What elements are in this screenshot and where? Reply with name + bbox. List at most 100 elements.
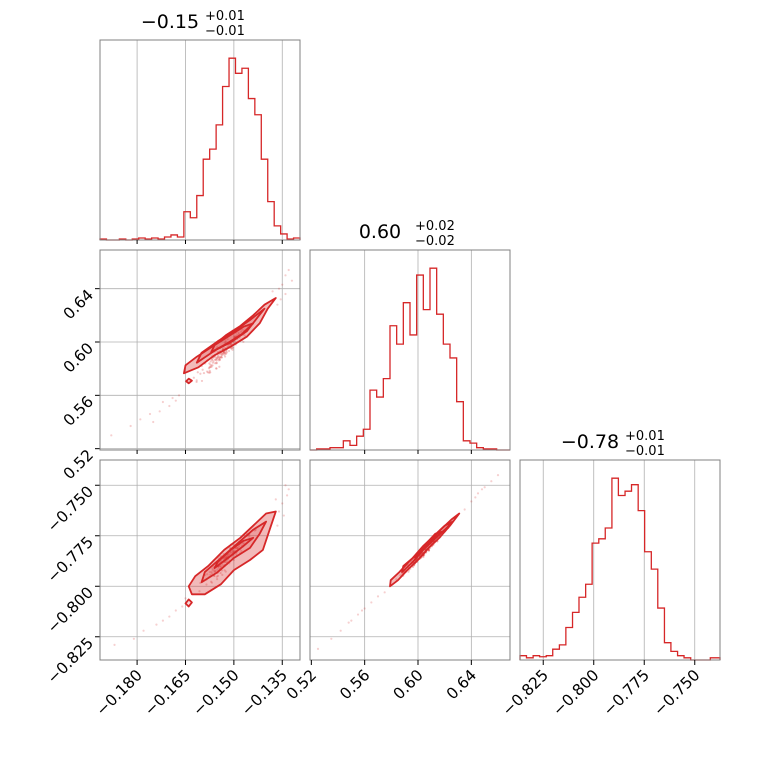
- sample-point: [208, 362, 211, 365]
- sample-point: [139, 418, 142, 421]
- sample-point: [168, 615, 171, 618]
- histogram-bin: [261, 159, 267, 240]
- sample-point: [231, 550, 234, 553]
- sample-point: [214, 569, 217, 573]
- sample-point: [243, 334, 246, 337]
- sample-point: [210, 581, 214, 584]
- sample-point: [196, 371, 199, 374]
- sample-point: [234, 335, 237, 338]
- histogram-bin: [553, 649, 560, 660]
- sample-point: [224, 350, 228, 353]
- sample-point: [287, 488, 290, 491]
- sample-point: [210, 364, 213, 367]
- sample-point: [350, 619, 353, 622]
- histogram-bin: [242, 68, 248, 240]
- y-tick-label: −0.750: [44, 483, 97, 536]
- histogram-bin: [357, 436, 364, 450]
- sample-point: [206, 371, 210, 374]
- histogram-step: [310, 267, 510, 451]
- sample-point: [218, 358, 222, 362]
- histogram-bin: [457, 402, 464, 450]
- sample-point: [210, 572, 214, 575]
- sample-point: [235, 553, 238, 556]
- sample-point: [158, 410, 161, 413]
- sample-point: [276, 524, 279, 527]
- sample-point: [161, 400, 165, 404]
- sample-point: [227, 553, 230, 556]
- histogram-bin: [410, 335, 417, 450]
- sample-point: [207, 367, 211, 370]
- sample-point: [490, 480, 493, 483]
- sample-point: [226, 338, 229, 341]
- param-title-plus: +0.01: [205, 9, 245, 24]
- sample-point: [470, 500, 473, 503]
- sample-point: [231, 346, 234, 349]
- sample-point: [231, 348, 234, 351]
- sample-point: [231, 550, 235, 553]
- histogram-bin: [403, 303, 410, 450]
- sample-point: [287, 268, 290, 272]
- sample-point: [225, 351, 229, 354]
- panel-frame: [99, 249, 301, 451]
- histogram-step: [519, 477, 721, 661]
- histogram-bin: [268, 202, 274, 240]
- histogram-bin: [586, 584, 592, 660]
- sample-point: [281, 502, 284, 505]
- x-tick-label: 0.64: [443, 666, 480, 703]
- sample-point: [218, 353, 222, 356]
- histogram-bin: [612, 478, 618, 660]
- sample-point: [427, 549, 430, 552]
- histogram-bin: [377, 397, 384, 450]
- sample-point: [208, 366, 211, 369]
- sample-point: [214, 358, 217, 361]
- sample-point: [284, 484, 287, 487]
- sample-point: [230, 347, 233, 350]
- histogram-bin: [184, 212, 190, 240]
- sample-point: [236, 547, 239, 550]
- sample-point: [209, 365, 212, 369]
- sample-point: [215, 575, 218, 578]
- sample-point: [155, 623, 158, 626]
- histogram-bin: [430, 268, 437, 450]
- x-tick-label: 0.56: [336, 666, 373, 703]
- sample-point: [199, 372, 202, 375]
- sample-point: [209, 360, 212, 363]
- histogram-bin: [645, 552, 652, 660]
- sample-point: [376, 595, 380, 598]
- sample-point: [213, 570, 217, 573]
- sample-point: [216, 574, 220, 577]
- sample-point: [276, 303, 279, 306]
- sample-point: [195, 379, 198, 382]
- panel-frame: [309, 249, 511, 451]
- density-contour: [184, 598, 193, 608]
- sample-point: [195, 380, 198, 384]
- density-contour: [213, 536, 255, 569]
- sample-point: [463, 508, 466, 511]
- sample-point: [224, 355, 227, 358]
- sample-point: [168, 404, 171, 408]
- sample-point: [224, 561, 228, 564]
- sample-point: [220, 354, 224, 357]
- sample-point: [422, 555, 425, 559]
- x-tick-label: −0.135: [238, 666, 291, 719]
- sample-point: [383, 591, 386, 594]
- param-title-plus: +0.01: [625, 429, 665, 444]
- sample-point: [237, 545, 240, 548]
- sample-point: [224, 352, 227, 355]
- sample-point: [271, 290, 274, 293]
- sample-point: [211, 569, 214, 572]
- histogram-bin: [651, 569, 657, 660]
- sample-point: [210, 580, 213, 583]
- sample-point: [227, 349, 231, 353]
- density-contour: [401, 520, 454, 573]
- sample-point: [218, 356, 221, 359]
- sample-point: [110, 434, 113, 437]
- sample-point: [274, 498, 277, 501]
- histogram-bin: [566, 628, 573, 660]
- sample-point: [222, 352, 225, 355]
- sample-point: [277, 510, 281, 513]
- sample-point: [427, 549, 431, 552]
- x-tick-label: −0.180: [93, 666, 146, 719]
- panel-4: −0.825−0.800−0.775−0.750−0.180−0.165−0.1…: [44, 459, 301, 719]
